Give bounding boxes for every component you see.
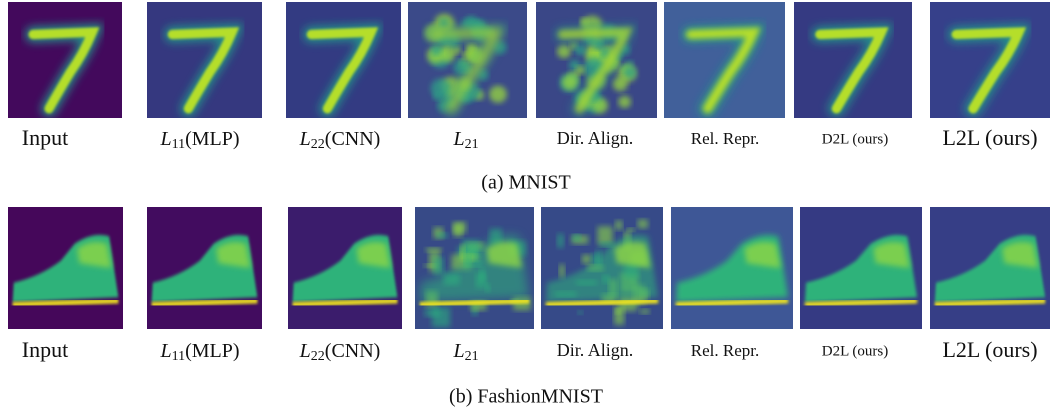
label-rest: (CNN) [325, 128, 381, 150]
label-symbol: L [159, 340, 171, 362]
blob [613, 77, 628, 91]
blob [578, 311, 583, 315]
image-background [286, 2, 401, 118]
blob [439, 45, 456, 62]
panel-label: D2L (ours) [822, 131, 889, 147]
label-rest: (MLP) [185, 128, 239, 150]
blob [574, 44, 586, 55]
label-subscript: 11 [172, 349, 185, 364]
label-rest: (CNN) [325, 340, 381, 362]
image-panel [286, 2, 401, 118]
label-symbol: L [159, 128, 171, 150]
blob [462, 52, 469, 59]
blob [453, 222, 466, 233]
blob [557, 45, 571, 58]
label-subscript: 21 [465, 349, 479, 364]
panel-label: Dir. Align. [557, 340, 634, 360]
label-subscript: 22 [311, 137, 325, 152]
panel-label: L11(MLP) [159, 340, 239, 365]
label-symbol: L [299, 128, 311, 150]
panel-label: D2L (ours) [822, 343, 889, 359]
panel-label: L21 [452, 340, 478, 365]
panel-label: Input [22, 125, 68, 150]
panel-label: L22(CNN) [299, 340, 381, 365]
blob [582, 255, 591, 264]
image-background [664, 2, 785, 118]
image-panel [147, 2, 262, 118]
blob [597, 226, 612, 244]
panel-label: Rel. Repr. [691, 341, 759, 360]
blob [615, 221, 622, 230]
figure: InputL11(MLP)L22(CNN)L21Dir. Align.Rel. … [0, 0, 1053, 411]
panel-label: Rel. Repr. [691, 129, 759, 148]
label-symbol: L [452, 340, 464, 362]
label-subscript: 11 [172, 137, 185, 152]
blob [580, 18, 588, 26]
panel-label: L22(CNN) [299, 128, 381, 153]
image-background [794, 2, 912, 118]
panel-label: L21 [452, 128, 478, 153]
image-panel [147, 207, 262, 329]
subfigure-caption: (a) MNIST [481, 172, 570, 194]
label-symbol: L [452, 128, 464, 150]
image-panel [8, 207, 123, 329]
panel-label: Input [22, 337, 68, 362]
image-panel [930, 2, 1050, 118]
image-panel [8, 2, 122, 118]
blob [638, 219, 648, 228]
image-panel [536, 2, 657, 118]
blob [425, 309, 440, 317]
blob [434, 257, 444, 275]
panel-label: L11(MLP) [159, 128, 239, 153]
blob [426, 248, 441, 253]
blob [576, 66, 585, 75]
blob [624, 67, 636, 79]
image-panel [800, 207, 922, 329]
image-panel [288, 207, 402, 329]
blob [440, 19, 448, 27]
blob [562, 75, 578, 90]
panel-label: Dir. Align. [557, 128, 634, 148]
panel-label: L2L (ours) [942, 337, 1037, 362]
image-panel [794, 2, 912, 118]
blob [557, 234, 563, 248]
image-panel [541, 207, 663, 329]
blob [640, 309, 649, 314]
image-panel [664, 2, 785, 118]
blob [431, 45, 441, 55]
blob [615, 309, 620, 314]
subfigure-caption: (b) FashionMNIST [449, 386, 603, 408]
image-panel [408, 2, 527, 118]
blob [618, 96, 631, 108]
image-panel [415, 207, 534, 329]
label-rest: (MLP) [185, 340, 239, 362]
blob [433, 92, 441, 100]
label-subscript: 22 [311, 349, 325, 364]
image-background [147, 2, 262, 118]
blob [489, 86, 507, 103]
label-subscript: 21 [465, 137, 479, 152]
image-background [930, 2, 1050, 118]
label-symbol: L [299, 340, 311, 362]
blob [573, 234, 580, 241]
blob [628, 228, 635, 232]
panel-label: L2L (ours) [942, 125, 1037, 150]
blob [559, 264, 564, 277]
blob [437, 233, 447, 239]
image-panel [930, 207, 1050, 329]
image-background [8, 2, 122, 118]
image-panel [671, 207, 793, 329]
